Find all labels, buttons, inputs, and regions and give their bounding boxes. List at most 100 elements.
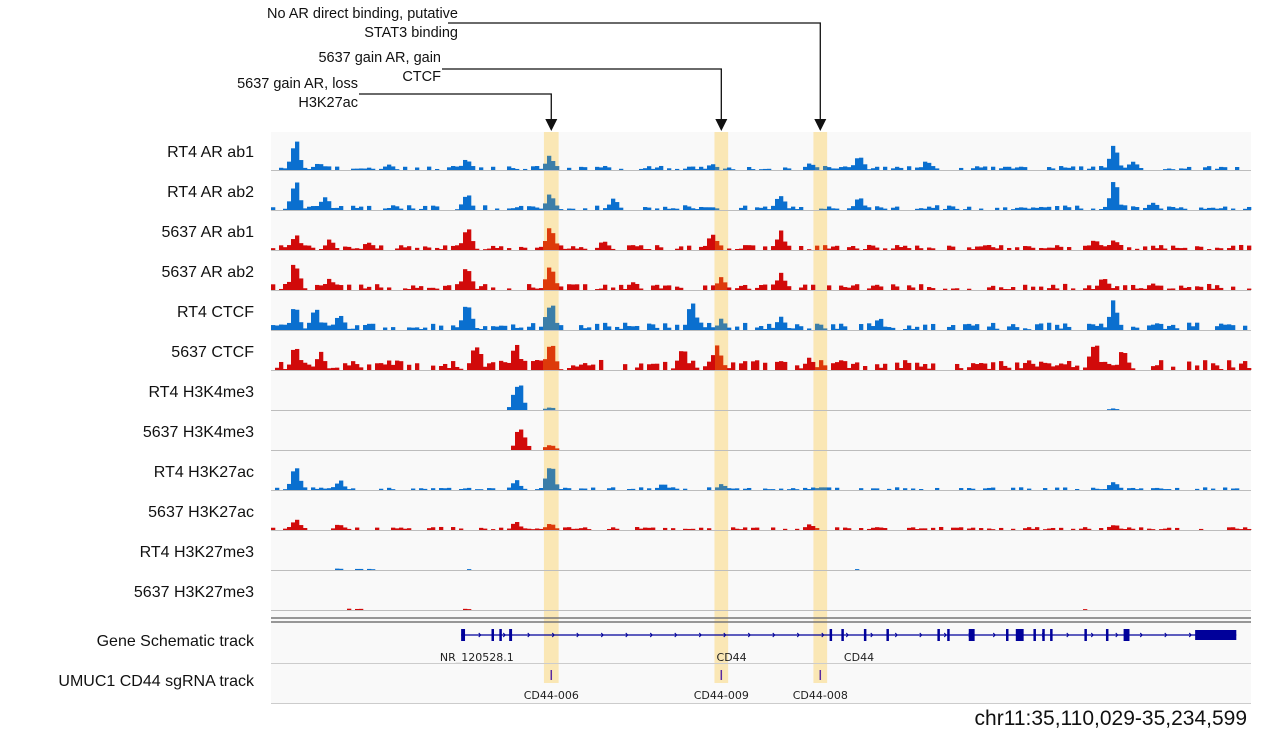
signal-bar xyxy=(419,488,424,490)
signal-bar xyxy=(1127,527,1132,530)
signal-bar xyxy=(843,166,848,170)
signal-bar xyxy=(407,364,412,370)
signal-bar xyxy=(1159,488,1164,490)
signal-bar xyxy=(419,329,424,330)
signal-bar xyxy=(891,248,896,250)
signal-bar xyxy=(1167,206,1172,210)
signal-bar xyxy=(599,167,604,170)
signal-bar xyxy=(543,527,548,530)
signal-bar xyxy=(1027,527,1032,530)
signal-bar xyxy=(843,527,848,530)
signal-bar xyxy=(379,245,384,250)
signal-bar xyxy=(1031,247,1036,250)
signal-bar xyxy=(1091,289,1096,290)
signal-bar xyxy=(1091,208,1096,210)
signal-bar xyxy=(999,168,1004,170)
signal-bar xyxy=(835,487,840,490)
signal-bar xyxy=(799,368,804,370)
signal-bar xyxy=(515,386,520,410)
signal-bar xyxy=(819,208,824,210)
signal-bar xyxy=(1171,206,1176,210)
signal-bar xyxy=(1035,207,1040,210)
signal-bar xyxy=(707,238,712,250)
signal-bar xyxy=(555,361,560,370)
signal-bar xyxy=(707,487,712,490)
signal-bar xyxy=(531,166,536,170)
signal-bar xyxy=(439,325,444,330)
signal-bar xyxy=(319,285,324,290)
signal-bar xyxy=(663,285,668,290)
signal-bar xyxy=(1123,285,1128,290)
signal-bar xyxy=(395,360,400,370)
signal-bar xyxy=(831,246,836,250)
signal-bar xyxy=(1119,528,1124,530)
signal-bar xyxy=(1143,246,1148,250)
signal-bar xyxy=(899,368,904,370)
signal-bar xyxy=(727,368,732,370)
signal-bar xyxy=(983,245,988,250)
signal-bar xyxy=(427,247,432,250)
signal-bar xyxy=(695,169,700,170)
signal-bar xyxy=(815,323,820,330)
signal-bar xyxy=(1115,364,1120,370)
signal-bar xyxy=(831,168,836,170)
signal-bar xyxy=(335,248,340,250)
signal-bar xyxy=(459,488,464,490)
signal-bar xyxy=(583,248,588,250)
signal-bar xyxy=(1151,488,1156,490)
signal-bar xyxy=(415,247,420,250)
signal-bar xyxy=(987,487,992,490)
signal-bar xyxy=(1183,168,1188,170)
signal-bar xyxy=(287,161,292,170)
signal-bar xyxy=(767,168,772,170)
signal-bar xyxy=(535,528,540,530)
signal-bar xyxy=(755,287,760,290)
signal-bar xyxy=(479,527,484,530)
signal-bar xyxy=(279,167,284,170)
signal-bar xyxy=(579,325,584,330)
signal-bar xyxy=(407,205,412,210)
signal-bar xyxy=(795,324,800,330)
signal-bar xyxy=(679,287,684,290)
signal-bar xyxy=(783,361,788,370)
signal-bar xyxy=(655,284,660,290)
signal-bar xyxy=(923,208,928,210)
signal-bar xyxy=(875,247,880,250)
signal-bar xyxy=(639,363,644,370)
signal-bar xyxy=(879,527,884,530)
signal-bar xyxy=(463,488,468,490)
signal-bar xyxy=(999,361,1004,370)
signal-bar xyxy=(283,284,288,290)
strand-arrow xyxy=(870,632,874,638)
signal-bar xyxy=(859,198,864,210)
signal-bar xyxy=(991,487,996,490)
signal-bar xyxy=(815,167,820,170)
signal-bar xyxy=(443,285,448,290)
signal-bar xyxy=(1115,187,1120,210)
signal-bar xyxy=(591,487,596,490)
signal-bar xyxy=(987,528,992,530)
signal-bar xyxy=(359,248,364,250)
signal-bar xyxy=(519,246,524,250)
signal-bar xyxy=(439,249,444,250)
signal-bar xyxy=(635,325,640,330)
signal-bar xyxy=(475,489,480,490)
signal-bar xyxy=(663,323,668,330)
signal-bar xyxy=(407,528,412,530)
signal-bar xyxy=(507,288,512,290)
signal-bar xyxy=(999,287,1004,290)
signal-bar xyxy=(1039,323,1044,330)
signal-bar xyxy=(711,355,716,370)
signal-bar xyxy=(1027,360,1032,370)
signal-bar xyxy=(403,247,408,250)
signal-bar xyxy=(331,367,336,370)
signal-bar xyxy=(519,327,524,330)
signal-bar xyxy=(1075,205,1080,210)
signal-bar xyxy=(695,317,700,330)
signal-bar xyxy=(999,527,1004,530)
signal-bar xyxy=(1203,487,1208,490)
signal-bar xyxy=(1039,361,1044,370)
signal-bar xyxy=(335,207,340,210)
signal-bar xyxy=(1039,286,1044,290)
signal-bar xyxy=(395,169,400,170)
